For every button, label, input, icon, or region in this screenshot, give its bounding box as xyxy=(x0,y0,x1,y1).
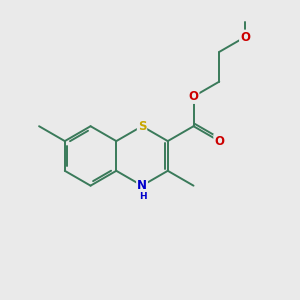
Text: O: O xyxy=(188,90,199,103)
Text: H: H xyxy=(139,193,146,202)
Text: S: S xyxy=(138,120,146,133)
Text: O: O xyxy=(240,31,250,44)
Text: O: O xyxy=(214,135,224,148)
Text: N: N xyxy=(137,179,147,192)
